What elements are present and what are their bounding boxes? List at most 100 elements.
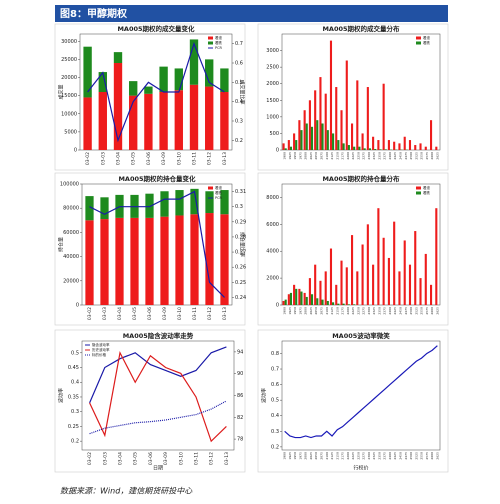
y-tick-label: 1500 [266,98,279,104]
bar [305,123,308,150]
bar [205,191,214,214]
y2-tick-label: 94 [237,349,243,355]
legend-label: 看涨 [215,35,222,40]
legend-label: 看跌 [215,40,222,45]
bar [189,84,199,150]
bar [310,294,314,305]
bar [374,149,377,150]
y2-axis-label: 持仓量比率 [239,232,246,257]
y2-tick-label: 0.29 [235,219,246,225]
bar [308,100,311,150]
y2-tick-label: 0.7 [235,41,243,47]
bar [314,90,317,150]
bar [160,191,169,217]
legend-swatch [416,186,421,190]
legend-label: 隐含波动率 [92,342,110,347]
bar [337,303,340,305]
legend-swatch [208,191,213,195]
y-tick-label: 0.3 [71,409,79,415]
y2-tick-label: 0.3 [235,119,243,125]
x-tick-label: 03-02 [85,152,91,165]
bar [220,92,229,150]
x-tick-label: 2300 [367,452,371,460]
x-tick-label: 2225 [351,307,355,315]
x-tick-label: 2100 [325,152,329,160]
bar [300,130,303,150]
bar [175,215,184,305]
x-tick-label: 2425 [393,152,397,160]
x-tick-label: 2450 [399,307,403,315]
y-tick-label: 15000 [61,93,77,99]
y-tick-label: 0.6 [271,382,279,388]
x-tick-label: 2125 [330,152,334,160]
bar [314,264,317,305]
bar [326,130,329,150]
bar [377,140,380,150]
x-tick-label: 2550 [420,307,424,315]
x-tick-label: 2625 [435,307,439,315]
legend-label: 看跌 [423,40,431,45]
x-tick-label: 2450 [399,152,403,160]
bar [220,68,229,92]
bar [332,302,335,305]
x-tick-label: 2075 [320,452,324,460]
chart-title: MA005期权的成交量分布 [322,24,400,33]
x-tick-label: 03-06 [146,152,152,165]
plot-frame [281,340,441,451]
x-tick-label: 2375 [383,452,387,460]
bar [83,46,92,98]
bar [382,237,385,305]
bar [145,193,154,218]
y-tick-label: 3000 [266,48,279,54]
bar [303,292,306,305]
line-series [89,346,227,404]
bar [340,260,343,305]
bar [353,304,356,305]
y-tick-label: 0.2 [271,444,279,450]
legend-label: PCR [215,46,223,50]
y-tick-label: 0.45 [68,365,79,371]
x-tick-label: 2175 [341,152,345,160]
bar [414,145,417,150]
x-tick-label: 2200 [346,152,350,160]
bar [321,123,324,150]
x-tick-label: 2275 [362,152,366,160]
legend-label: 看跌 [423,190,431,195]
bar [287,294,290,305]
x-tick-label: 03-03 [102,307,108,320]
x-tick-label: 2200 [346,307,350,315]
x-tick-label: 2375 [383,152,387,160]
bar [205,213,214,305]
x-tick-label: 2500 [409,452,413,460]
bar [83,97,92,150]
x-tick-label: 2225 [351,452,355,460]
bar [293,284,296,305]
y-tick-label: 80000 [63,206,79,212]
x-tick-label: 2125 [330,307,334,315]
bar [372,264,375,305]
x-tick-label: 03-03 [102,452,108,465]
x-tick-label: 2550 [420,152,424,160]
x-tick-label: 2300 [367,307,371,315]
bar [159,92,168,150]
bar [403,240,406,305]
x-tick-label: 2300 [367,152,371,160]
y-tick-label: 20000 [63,278,79,284]
legend-swatch [208,41,213,45]
bar [329,248,333,305]
x-tick-label: 1925 [288,152,292,160]
y-tick-label: 0.35 [68,394,79,400]
y-tick-label: 60000 [63,230,79,236]
y-tick-label: 0.8 [271,351,279,357]
bar [332,133,335,150]
bar [429,284,433,305]
bar [189,39,199,85]
legend-label: 看跌 [215,190,222,195]
plot-frame [81,183,233,306]
y-tick-label: 0.4 [271,413,279,419]
bar [174,90,183,150]
plot-frame [281,33,441,151]
bar [190,214,199,305]
bar [345,267,348,305]
